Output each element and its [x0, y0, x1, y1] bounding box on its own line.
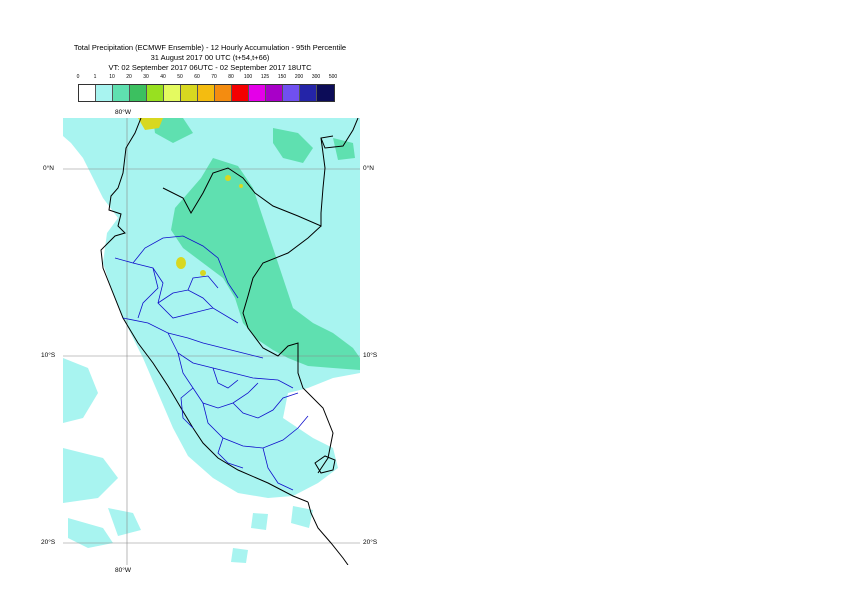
- map-valid-time: VT: 02 September 2017 06UTC - 02 Septemb…: [108, 63, 312, 72]
- legend-swatch: [300, 85, 317, 101]
- precip-moderate-layer: [153, 118, 360, 370]
- color-legend: 0 1 10 20 30 40 50 60 70 80 100 125 150 200 300 500: [70, 74, 360, 104]
- map-title: Total Precipitation (ECMWF Ensemble) - 1…: [73, 43, 347, 52]
- legend-swatch: [147, 85, 164, 101]
- legend-swatch: [215, 85, 232, 101]
- precip-heavy-layer: [138, 118, 243, 276]
- legend-tick-label: 50: [177, 74, 183, 80]
- lon-label-bottom: 80°W: [115, 567, 131, 574]
- legend-tick-label: 500: [328, 74, 338, 80]
- legend-swatch: [79, 85, 96, 101]
- lat-label-10-left: 10°S: [41, 352, 56, 359]
- legend-tick-label: 70: [211, 74, 217, 80]
- legend-swatch: [317, 85, 334, 101]
- legend-tick-label: 80: [228, 74, 234, 80]
- legend-swatches: [78, 84, 335, 102]
- precipitation-map: 80°W 80°W 0°N 0°N 10°S 10°S 20°S 20°S: [41, 109, 377, 574]
- legend-tick-label: 60: [194, 74, 200, 80]
- country-borders: [100, 117, 359, 566]
- legend-swatch: [113, 85, 130, 101]
- map-base-time: 31 August 2017 00 UTC (t+54,t+66): [150, 53, 270, 62]
- lat-label-20-left: 20°S: [41, 539, 56, 546]
- legend-tick-label: 100: [243, 74, 253, 80]
- legend-tick-label: 20: [126, 74, 132, 80]
- legend-tick-label: 150: [277, 74, 287, 80]
- legend-swatch: [232, 85, 249, 101]
- legend-tick-label: 125: [260, 74, 270, 80]
- admin-borders: [114, 235, 309, 491]
- lat-label-20-right: 20°S: [363, 539, 378, 546]
- legend-swatch: [198, 85, 215, 101]
- legend-swatch: [130, 85, 147, 101]
- legend-tick-label: 300: [311, 74, 321, 80]
- lon-label-top: 80°W: [115, 109, 131, 116]
- legend-swatch: [96, 85, 113, 101]
- legend-tick-label: 10: [109, 74, 115, 80]
- legend-swatch: [249, 85, 266, 101]
- legend-tick-label: 40: [160, 74, 166, 80]
- legend-tick-label: 30: [143, 74, 149, 80]
- legend-tick-label: 0: [76, 74, 80, 80]
- lat-label-10-right: 10°S: [363, 352, 378, 359]
- legend-tick-label: 1: [93, 74, 97, 80]
- legend-tick-label: 200: [294, 74, 304, 80]
- legend-swatch: [181, 85, 198, 101]
- legend-swatch: [164, 85, 181, 101]
- legend-swatch: [283, 85, 300, 101]
- graticule: [63, 118, 360, 565]
- lat-label-0-left: 0°N: [43, 165, 54, 172]
- legend-swatch: [266, 85, 283, 101]
- lat-label-0-right: 0°N: [363, 165, 374, 172]
